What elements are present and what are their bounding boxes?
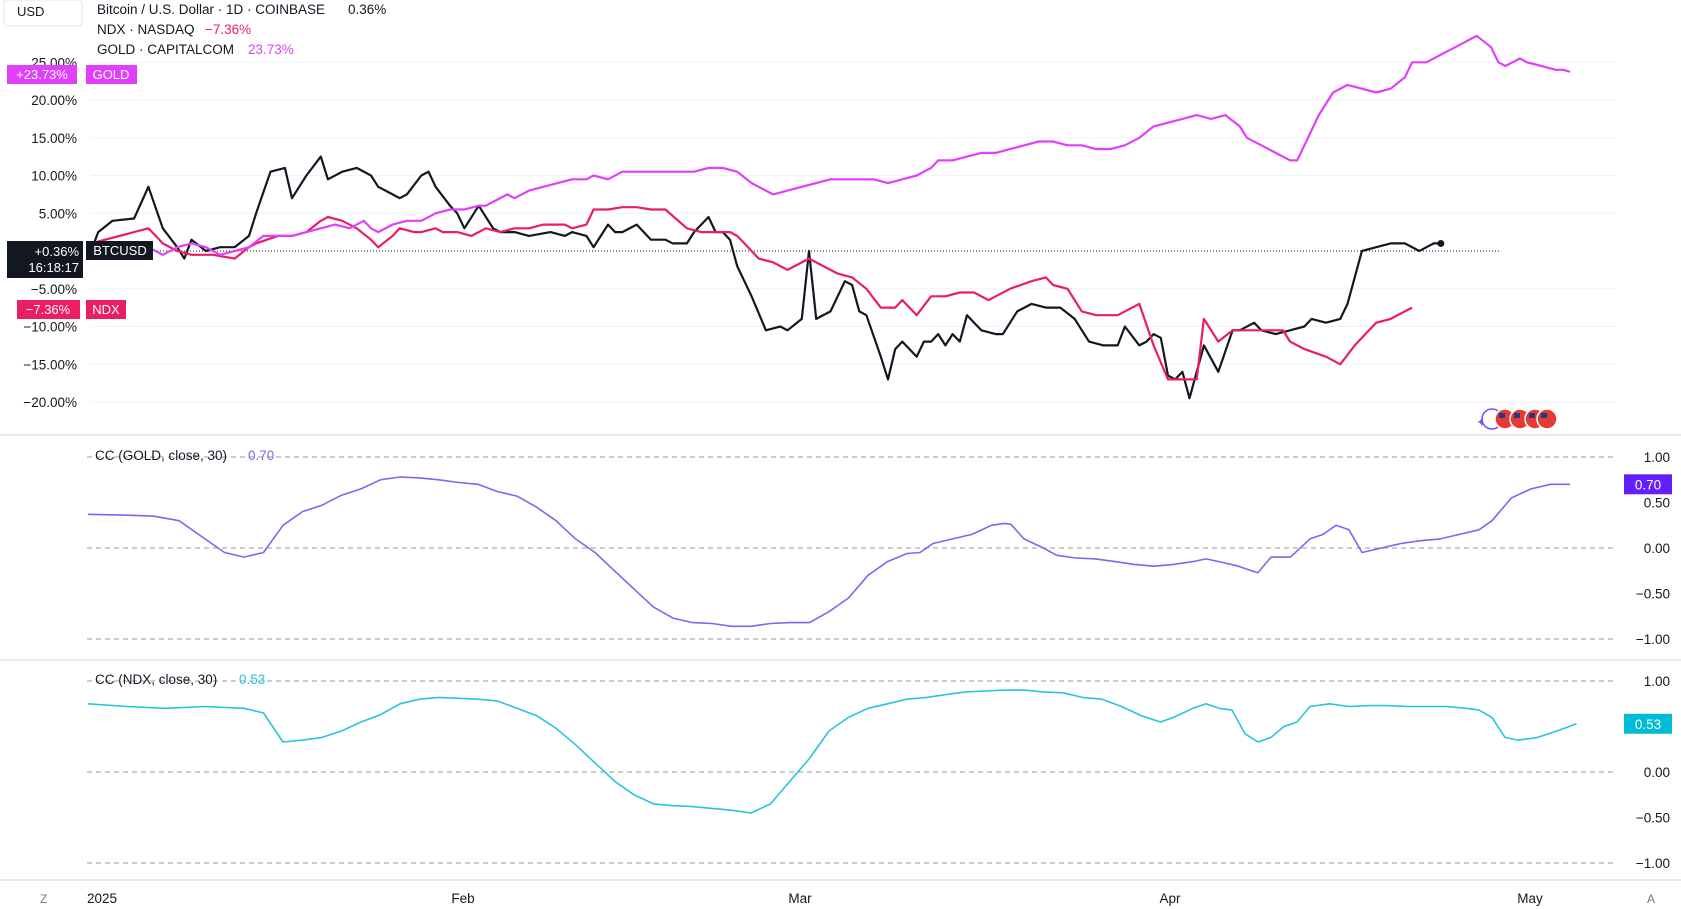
ndx-badge-value: −7.36% [26,302,71,317]
legend-ndx-value: −7.36% [205,22,251,37]
cc-y-tick-label: −0.50 [1636,811,1670,826]
cc-value-badge-text: 0.53 [1635,717,1661,732]
cc-gold-line[interactable] [87,476,1570,628]
legend-gold-label[interactable]: GOLD · CAPITALCOM [97,42,234,57]
main-pane-series[interactable] [89,34,1571,400]
legend-ndx-label[interactable]: NDX · NASDAQ [97,22,195,37]
cc-y-tick-label: 0.00 [1644,765,1670,780]
time-axis-label: 2025 [87,891,117,906]
cc-value-badge-text: 0.70 [1635,477,1661,492]
cc-ndx-pane[interactable]: 1.00 0.00 −0.50 −1.00 CC (NDX, close, 30) 0.5… [87,672,1672,871]
time-axis-label: Apr [1159,891,1181,906]
cc-y-tick-label: 0.50 [1644,496,1670,511]
cc-y-tick-label: 1.00 [1644,674,1670,689]
cc-y-tick-label: −1.00 [1636,856,1670,871]
main-y-tick-label: −10.00% [23,320,77,335]
us-flag-icon[interactable] [1536,408,1558,430]
legend: Bitcoin / U.S. Dollar · 1D · COINBASE 0.… [97,2,386,57]
time-axis-label: May [1517,891,1543,906]
btc-last-point[interactable] [1437,239,1445,247]
main-y-tick-label: −20.00% [23,395,77,410]
gold-price-badge: +23.73% GOLD [7,65,137,84]
main-y-tick-label: 15.00% [31,131,77,146]
gold-series-line[interactable] [90,34,1571,256]
main-pane-grid: 25.00%20.00%15.00%10.00%5.00%−5.00%−10.0… [23,55,1617,410]
cc-gold-pane[interactable]: 1.00 0.50 0.00 −0.50 −1.00 CC (GOLD, close, 3… [87,448,1672,647]
cc-value-badge [1624,474,1672,495]
auto-scale-button[interactable]: A [1647,892,1655,906]
cc-y-tick-label: 0.00 [1644,541,1670,556]
btc-badge-countdown: 16:18:17 [28,260,79,275]
legend-btc-value: 0.36% [348,2,386,17]
gold-badge-value: +23.73% [16,67,68,82]
cc-y-tick-label: −1.00 [1636,632,1670,647]
btc-badge-name: BTCUSD [93,243,146,258]
time-axis-label: Feb [451,891,474,906]
main-y-tick-label: −15.00% [23,357,77,372]
main-y-tick-label: 20.00% [31,93,77,108]
time-axis[interactable]: 2025 Feb Mar Apr May [87,0,1543,906]
ndx-series-line[interactable] [90,206,1413,381]
ndx-price-badge: −7.36% NDX [17,300,126,319]
btc-series-line[interactable] [89,155,1441,400]
main-y-tick-label: −5.00% [31,282,77,297]
legend-btc-label[interactable]: Bitcoin / U.S. Dollar · 1D · COINBASE [97,2,325,17]
cc-title-value: 0.53 [239,672,265,687]
cc-ndx-line[interactable] [87,689,1577,814]
main-y-tick-label: 5.00% [39,206,77,221]
currency-label: USD [17,4,44,19]
currency-button[interactable] [3,0,83,27]
cc-title[interactable]: CC (NDX, close, 30) [95,672,217,687]
legend-gold-value: 23.73% [248,42,294,57]
btc-price-badge: +0.36% 16:18:17 BTCUSD [7,241,153,278]
cc-title[interactable]: CC (GOLD, close, 30) [95,448,227,463]
economic-events[interactable]: ✦ [1476,408,1558,430]
cc-value-badge [1624,713,1672,734]
zoom-button[interactable]: Z [40,892,47,906]
cc-title-value: 0.70 [248,448,274,463]
time-axis-label: Mar [788,891,812,906]
btc-badge-value: +0.36% [35,244,80,259]
main-y-tick-label: 10.00% [31,169,77,184]
gold-badge-name: GOLD [93,67,130,82]
ndx-badge-name: NDX [92,302,120,317]
cc-y-tick-label: −0.50 [1636,587,1670,602]
cc-y-tick-label: 1.00 [1644,450,1670,465]
